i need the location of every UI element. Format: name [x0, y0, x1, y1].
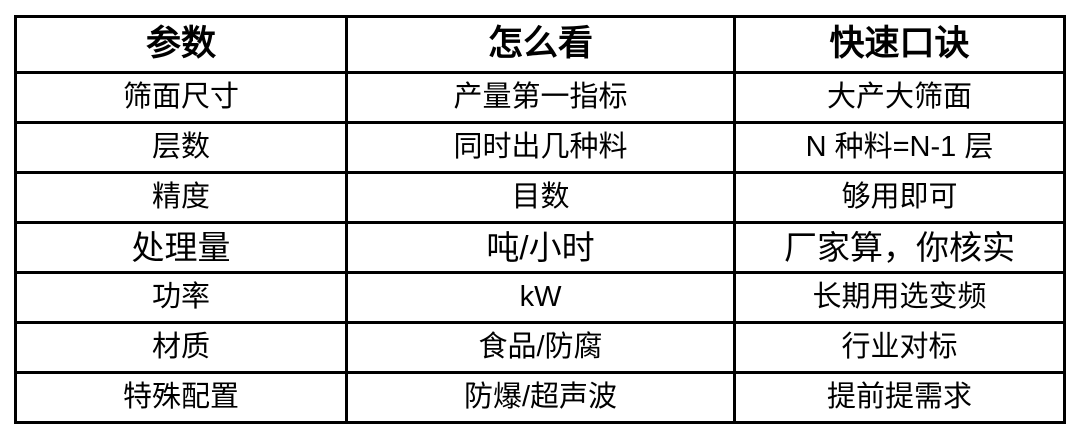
table-cell: 特殊配置 — [14, 371, 348, 424]
table-cell: 长期用选变频 — [733, 271, 1066, 324]
table-cell: 大产大筛面 — [733, 71, 1066, 124]
table-row: 筛面尺寸 产量第一指标 大产大筛面 — [14, 71, 1066, 124]
table-cell: 材质 — [14, 321, 348, 374]
table-cell: 食品/防腐 — [345, 321, 736, 374]
header-cell-mnemonic: 快速口诀 — [733, 15, 1066, 74]
spec-table: 参数 怎么看 快速口诀 筛面尺寸 产量第一指标 大产大筛面 层数 同时出几种料 … — [14, 15, 1066, 424]
table-row: 功率 kW 长期用选变频 — [14, 271, 1066, 324]
table-cell: 提前提需求 — [733, 371, 1066, 424]
table-row: 层数 同时出几种料 N 种料=N-1 层 — [14, 121, 1066, 174]
table-row: 特殊配置 防爆/超声波 提前提需求 — [14, 371, 1066, 424]
table-cell: 层数 — [14, 121, 348, 174]
table-row: 精度 目数 够用即可 — [14, 171, 1066, 224]
table-cell: 筛面尺寸 — [14, 71, 348, 124]
table-cell: 同时出几种料 — [345, 121, 736, 174]
table-cell: 精度 — [14, 171, 348, 224]
table-cell: 够用即可 — [733, 171, 1066, 224]
table-cell: 处理量 — [14, 221, 348, 274]
header-cell-parameter: 参数 — [14, 15, 348, 74]
table-row: 处理量 吨/小时 厂家算，你核实 — [14, 221, 1066, 274]
table-cell: kW — [345, 271, 736, 324]
table-cell: 行业对标 — [733, 321, 1066, 374]
table-cell: N 种料=N-1 层 — [733, 121, 1066, 174]
table-cell: 产量第一指标 — [345, 71, 736, 124]
header-row: 参数 怎么看 快速口诀 — [14, 15, 1066, 74]
table-cell: 功率 — [14, 271, 348, 324]
table-cell: 厂家算，你核实 — [733, 221, 1066, 274]
table-cell: 目数 — [345, 171, 736, 224]
table-cell: 防爆/超声波 — [345, 371, 736, 424]
table-cell: 吨/小时 — [345, 221, 736, 274]
table-row: 材质 食品/防腐 行业对标 — [14, 321, 1066, 374]
header-cell-how-to-read: 怎么看 — [345, 15, 736, 74]
